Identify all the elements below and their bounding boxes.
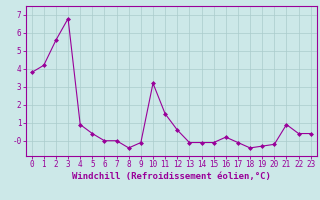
X-axis label: Windchill (Refroidissement éolien,°C): Windchill (Refroidissement éolien,°C)	[72, 172, 271, 181]
